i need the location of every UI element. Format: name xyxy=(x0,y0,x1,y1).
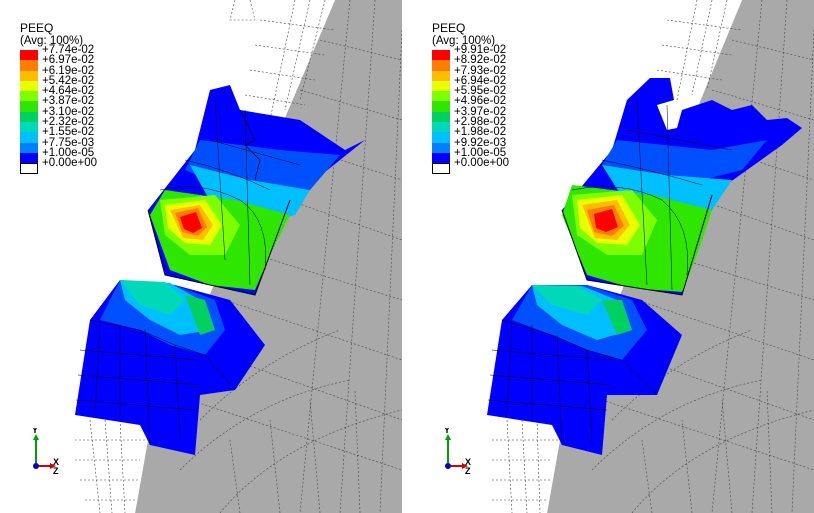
legend-row: +2.98e-02 xyxy=(432,116,506,133)
legend-row: +9.92e-03 xyxy=(432,137,506,153)
upper-part xyxy=(147,85,365,296)
legend-value: +1.00e-05 xyxy=(454,146,507,159)
legend-row: +2.32e-02 xyxy=(20,116,94,133)
legend-row: +4.96e-02 xyxy=(432,95,506,112)
legend: PEEQ (Avg: 100%) +7.74e-02 +6.97e-02 +6.… xyxy=(20,21,97,174)
legend-scale: +7.74e-02 +6.97e-02 +6.19e-02 +5.42e-02 … xyxy=(20,44,97,174)
legend-row: +5.42e-02 xyxy=(20,75,94,92)
legend-value: +6.94e-02 xyxy=(454,74,507,87)
legend-swatch xyxy=(20,122,38,133)
legend-swatch xyxy=(20,101,38,112)
legend-row: +6.97e-02 xyxy=(20,54,94,71)
legend-row: +0.00e+00 xyxy=(432,157,509,174)
legend-row: +1.00e-05 xyxy=(432,147,506,164)
axis-triad-icon: Y X Z xyxy=(444,428,471,476)
legend-title: PEEQ xyxy=(432,21,466,35)
model-scene xyxy=(487,0,814,513)
legend-swatch xyxy=(20,152,38,164)
legend-value: +6.97e-02 xyxy=(42,54,95,67)
legend-row: +6.94e-02 xyxy=(432,75,506,92)
legend-row: +3.97e-02 xyxy=(432,106,506,123)
legend-scale: +9.91e-02 +8.92e-02 +7.93e-02 +6.94e-02 … xyxy=(432,44,509,174)
legend-value: +9.92e-03 xyxy=(454,136,507,149)
legend-value: +3.10e-02 xyxy=(42,105,95,118)
legend-value: +6.19e-02 xyxy=(42,64,95,77)
legend-row: +9.91e-02 xyxy=(432,44,506,61)
mesh-lines xyxy=(591,0,814,513)
legend-swatch xyxy=(20,132,38,143)
legend-value: +4.96e-02 xyxy=(454,95,507,108)
legend-swatch xyxy=(20,111,38,123)
legend-swatch xyxy=(20,91,38,102)
legend-swatch xyxy=(432,163,450,174)
legend-value: +3.87e-02 xyxy=(42,95,95,108)
legend-row: +4.64e-02 xyxy=(20,85,94,102)
legend: PEEQ (Avg: 100%) +9.91e-02 +8.92e-02 +7.… xyxy=(432,21,509,174)
legend-swatch xyxy=(432,60,450,71)
triad-z-label: Z xyxy=(465,466,471,476)
legend-title: PEEQ xyxy=(20,21,54,35)
legend-swatch xyxy=(432,122,450,133)
legend-row: +7.74e-02 xyxy=(20,44,94,61)
legend-row: +5.95e-02 xyxy=(432,85,506,102)
triad-z-label: Z xyxy=(53,466,59,476)
legend-value: +5.42e-02 xyxy=(42,74,95,87)
legend-value: +4.64e-02 xyxy=(42,85,95,98)
legend-value: +7.74e-02 xyxy=(42,44,95,56)
legend-swatch xyxy=(20,70,38,81)
legend-row: +7.93e-02 xyxy=(432,65,506,81)
legend-swatch xyxy=(20,80,38,92)
legend-value: +0.00e+00 xyxy=(42,157,98,170)
legend-row: +8.92e-02 xyxy=(432,54,506,71)
triad-x-label: X xyxy=(465,457,471,467)
legend-subtitle: (Avg: 100%) xyxy=(432,35,496,47)
axis-triad-icon: Y X Z xyxy=(32,428,59,476)
legend-swatch xyxy=(20,60,38,71)
legend-row: +0.00e+00 xyxy=(20,157,97,174)
legend-value: +8.92e-02 xyxy=(454,54,507,67)
legend-swatch xyxy=(432,142,450,153)
legend-value: +7.93e-02 xyxy=(454,64,507,77)
legend-swatch xyxy=(432,101,450,112)
legend-value: +2.32e-02 xyxy=(42,116,95,129)
lower-part xyxy=(75,280,265,455)
mesh-lines xyxy=(179,0,402,513)
lower-part xyxy=(487,285,682,455)
legend-value: +1.00e-05 xyxy=(42,146,95,159)
triad-y-label: Y xyxy=(32,428,38,435)
legend-value: +1.98e-02 xyxy=(454,126,507,139)
legend-row: +6.19e-02 xyxy=(20,65,94,81)
legend-row: +1.98e-02 xyxy=(432,126,506,143)
legend-value: +1.55e-02 xyxy=(42,126,95,139)
legend-value: +0.00e+00 xyxy=(454,157,510,170)
legend-swatch xyxy=(432,152,450,164)
legend-row: +1.00e-05 xyxy=(20,147,94,164)
legend-swatch xyxy=(432,132,450,143)
legend-value: +7.75e-03 xyxy=(42,136,95,149)
legend-swatch xyxy=(432,50,450,61)
model-scene xyxy=(75,0,402,513)
legend-value: +5.95e-02 xyxy=(454,85,507,98)
legend-swatch xyxy=(20,163,38,174)
legend-subtitle: (Avg: 100%) xyxy=(20,35,84,47)
legend-row: +1.55e-02 xyxy=(20,126,94,143)
legend-swatch xyxy=(432,111,450,123)
legend-value: +9.91e-02 xyxy=(454,44,507,56)
legend-row: +3.10e-02 xyxy=(20,106,94,123)
triad-y-label: Y xyxy=(444,428,450,435)
legend-swatch xyxy=(20,142,38,153)
legend-value: +2.98e-02 xyxy=(454,116,507,129)
legend-swatch xyxy=(432,80,450,92)
upper-part xyxy=(561,78,802,296)
triad-x-label: X xyxy=(53,457,59,467)
viewport-right[interactable]: PEEQ (Avg: 100%) +9.91e-02 +8.92e-02 +7.… xyxy=(412,0,814,513)
legend-swatch xyxy=(20,50,38,61)
legend-value: +3.97e-02 xyxy=(454,105,507,118)
legend-swatch xyxy=(432,70,450,81)
legend-swatch xyxy=(432,91,450,102)
legend-row: +7.75e-03 xyxy=(20,137,94,153)
legend-row: +3.87e-02 xyxy=(20,95,94,112)
viewport-left[interactable]: PEEQ (Avg: 100%) +7.74e-02 +6.97e-02 +6.… xyxy=(0,0,402,513)
